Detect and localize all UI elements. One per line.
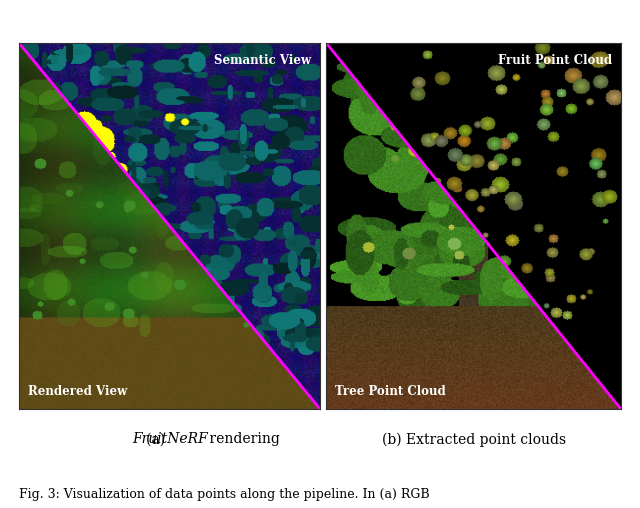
Text: rendering: rendering bbox=[205, 432, 280, 447]
Text: Semantic View: Semantic View bbox=[214, 54, 311, 67]
Text: (a): (a) bbox=[146, 432, 170, 447]
Text: Tree Point Cloud: Tree Point Cloud bbox=[335, 385, 446, 398]
Text: FruitNeRF: FruitNeRF bbox=[132, 432, 207, 447]
Text: Fig. 3: Visualization of data points along the pipeline. In (a) RGB: Fig. 3: Visualization of data points alo… bbox=[19, 488, 430, 501]
Text: (b) Extracted point clouds: (b) Extracted point clouds bbox=[381, 432, 566, 447]
Text: Fruit Point Cloud: Fruit Point Cloud bbox=[498, 54, 612, 67]
Text: Rendered View: Rendered View bbox=[28, 385, 127, 398]
